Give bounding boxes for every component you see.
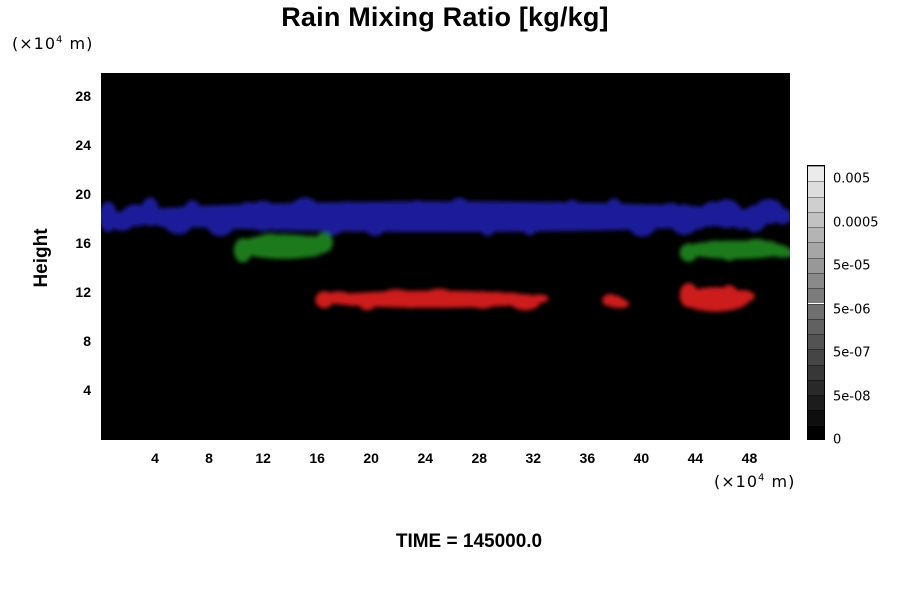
rain-region-4-cell bbox=[401, 293, 420, 309]
x-tick-label: 48 bbox=[741, 450, 758, 466]
rain-region-1-cell bbox=[669, 204, 700, 235]
x-tick-label: 28 bbox=[471, 450, 488, 466]
y-tick-label: 4 bbox=[83, 382, 91, 399]
x-tick-label: 12 bbox=[255, 450, 271, 466]
heatmap-canvas bbox=[101, 197, 790, 312]
x-tick-label: 16 bbox=[309, 450, 325, 466]
colorbar-level bbox=[808, 303, 824, 319]
colorbar-tick-label: 5e-06 bbox=[833, 302, 871, 317]
rain-region-2-cell bbox=[314, 232, 333, 253]
y-axis-label: Height bbox=[31, 228, 52, 288]
y-tick-label: 28 bbox=[75, 88, 91, 105]
colorbar-level bbox=[808, 395, 824, 411]
colorbar-level bbox=[808, 227, 824, 243]
rain-region-5-cell bbox=[613, 299, 630, 309]
colorbar-tick-label: 5e-07 bbox=[833, 345, 871, 361]
colorbar-level bbox=[808, 334, 824, 350]
y-unit-exponent: 4 bbox=[56, 34, 64, 46]
plot-area bbox=[101, 73, 790, 440]
colorbar-level bbox=[808, 379, 824, 396]
y-axis-unit: (×104 m) bbox=[12, 34, 93, 53]
x-tick-label: 36 bbox=[579, 450, 596, 466]
colorbar-level bbox=[808, 425, 824, 439]
x-tick-label: 8 bbox=[205, 450, 213, 466]
y-tick-label: 12 bbox=[75, 284, 91, 301]
x-unit-suffix: m) bbox=[765, 472, 796, 491]
colorbar-level bbox=[808, 166, 824, 182]
colorbar-tick-label: 5e-08 bbox=[833, 389, 871, 404]
colorbar-level bbox=[808, 349, 824, 365]
rain-region-4-cell bbox=[530, 294, 549, 303]
x-tick-label: 40 bbox=[633, 450, 650, 466]
x-tick-label: 24 bbox=[417, 450, 434, 466]
x-axis-unit: (×104 m) bbox=[714, 472, 795, 491]
rain-region-1-cell bbox=[183, 200, 202, 226]
colorbar-level bbox=[808, 242, 824, 258]
colorbar-level bbox=[808, 364, 824, 380]
colorbar-tick-label: 0.0005 bbox=[833, 215, 879, 230]
y-tick-label: 8 bbox=[83, 333, 91, 350]
colorbar-level bbox=[808, 410, 824, 426]
x-unit-prefix: (×10 bbox=[714, 472, 759, 491]
rain-region-6-cell bbox=[720, 284, 739, 309]
y-tick-label: 24 bbox=[75, 137, 91, 154]
rain-region-1-cell bbox=[773, 208, 790, 225]
colorbar-level bbox=[808, 257, 824, 273]
x-tick-label: 44 bbox=[687, 450, 704, 466]
colorbar-tick-label: 0.005 bbox=[833, 171, 871, 187]
x-unit-exponent: 4 bbox=[758, 472, 766, 484]
rain-region-6-cell bbox=[730, 290, 755, 303]
y-unit-prefix: (×10 bbox=[12, 34, 57, 53]
colorbar bbox=[807, 165, 825, 440]
x-tick-label: 32 bbox=[525, 450, 542, 466]
rain-region-3-cell bbox=[771, 248, 790, 258]
y-tick-label: 16 bbox=[75, 235, 91, 252]
colorbar-level bbox=[808, 288, 824, 304]
rain-region-3-cell bbox=[720, 243, 739, 261]
x-tick-label: 20 bbox=[363, 450, 379, 466]
time-label: TIME = 145000.0 bbox=[395, 531, 543, 552]
colorbar-level bbox=[808, 181, 824, 197]
y-tick-label: 20 bbox=[75, 186, 91, 203]
colorbar-level bbox=[808, 318, 824, 335]
colorbar-level bbox=[808, 272, 824, 289]
chart-title: Rain Mixing Ratio [kg/kg] bbox=[281, 2, 609, 32]
x-tick-label: 4 bbox=[151, 450, 159, 466]
y-unit-suffix: m) bbox=[63, 34, 94, 53]
colorbar-tick-label: 0 bbox=[833, 432, 842, 448]
colorbar-level bbox=[808, 196, 824, 212]
rain-region-1-cell bbox=[520, 205, 539, 236]
colorbar-tick-label: 5e-05 bbox=[833, 258, 871, 274]
colorbar-level bbox=[808, 211, 824, 228]
